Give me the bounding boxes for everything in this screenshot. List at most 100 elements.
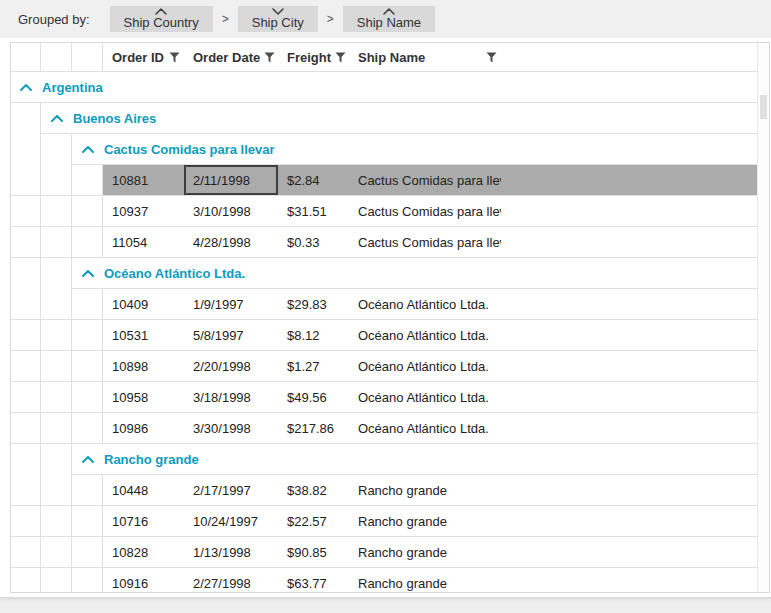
cell-ship_name[interactable]: Rancho grande xyxy=(349,537,501,567)
cell-order_date[interactable]: 5/8/1997 xyxy=(184,320,278,350)
cell-ship_name[interactable]: Rancho grande xyxy=(349,568,501,593)
cell-freight[interactable]: $217.86 xyxy=(278,413,349,443)
funnel-icon[interactable] xyxy=(264,52,275,63)
cell-freight[interactable]: $90.85 xyxy=(278,537,349,567)
indent-cell xyxy=(41,134,72,165)
table-row[interactable]: 110544/28/1998$0.33Cactus Comidas para l… xyxy=(11,227,757,258)
indent-cell xyxy=(72,413,103,443)
column-header-freight[interactable]: Freight xyxy=(278,43,349,71)
cell-order_id[interactable]: 11054 xyxy=(103,227,184,257)
collapse-chevron-icon[interactable] xyxy=(11,84,41,91)
cell-order_id[interactable]: 10916 xyxy=(103,568,184,593)
indent-cell xyxy=(11,382,41,412)
table-row[interactable]: 104091/9/1997$29.83Océano Atlántico Ltda… xyxy=(11,289,757,320)
table-row[interactable]: 108281/13/1998$90.85Rancho grande xyxy=(11,537,757,568)
cell-order_id[interactable]: 10898 xyxy=(103,351,184,381)
cell-ship_name[interactable]: Océano Atlántico Ltda. xyxy=(349,413,501,443)
cell-order_date[interactable]: 1/13/1998 xyxy=(184,537,278,567)
funnel-icon[interactable] xyxy=(335,52,346,63)
table-row[interactable]: 109373/10/1998$31.51Cactus Comidas para … xyxy=(11,196,757,227)
cell-order_date[interactable]: 2/17/1997 xyxy=(184,475,278,505)
indent-cell xyxy=(11,537,41,567)
row-filler xyxy=(501,289,757,319)
cell-ship_name[interactable]: Rancho grande xyxy=(349,475,501,505)
cell-freight[interactable]: $38.82 xyxy=(278,475,349,505)
cell-order_id[interactable]: 10448 xyxy=(103,475,184,505)
table-row[interactable]: 1071610/24/1997$22.57Rancho grande xyxy=(11,506,757,537)
funnel-icon[interactable] xyxy=(486,52,497,63)
group-header-label: Argentina xyxy=(41,80,103,95)
cell-order_date[interactable]: 4/28/1998 xyxy=(184,227,278,257)
scrollbar-thumb[interactable] xyxy=(760,95,767,119)
cell-order_date[interactable]: 2/11/1998 xyxy=(184,165,278,195)
table-row[interactable]: 105315/8/1997$8.12Océano Atlántico Ltda. xyxy=(11,320,757,351)
cell-order_date[interactable]: 3/18/1998 xyxy=(184,382,278,412)
column-header-order_id[interactable]: Order ID xyxy=(103,43,184,71)
cell-ship_name[interactable]: Rancho grande xyxy=(349,506,501,536)
cell-freight[interactable]: $8.12 xyxy=(278,320,349,350)
row-filler xyxy=(501,165,757,195)
indent-cell xyxy=(72,351,103,381)
group-chip-ship-country[interactable]: Ship Country xyxy=(110,6,213,32)
group-header-row[interactable]: Buenos Aires xyxy=(11,103,757,134)
cell-order_date[interactable]: 1/9/1997 xyxy=(184,289,278,319)
cell-order_id[interactable]: 10531 xyxy=(103,320,184,350)
cell-ship_name[interactable]: Océano Atlántico Ltda. xyxy=(349,289,501,319)
cell-ship_name[interactable]: Cactus Comidas para llevar xyxy=(349,227,501,257)
cell-order_date[interactable]: 10/24/1997 xyxy=(184,506,278,536)
table-row[interactable]: 109863/30/1998$217.86Océano Atlántico Lt… xyxy=(11,413,757,444)
cell-freight[interactable]: $2.84 xyxy=(278,165,349,195)
cell-order_id[interactable]: 10409 xyxy=(103,289,184,319)
cell-order_id[interactable]: 10958 xyxy=(103,382,184,412)
table-row[interactable]: 109583/18/1998$49.56Océano Atlántico Ltd… xyxy=(11,382,757,413)
cell-freight[interactable]: $22.57 xyxy=(278,506,349,536)
data-grid: Order IDOrder DateFreight Ship Name Argen… xyxy=(10,42,770,593)
funnel-icon[interactable] xyxy=(169,52,180,63)
cell-freight[interactable]: $49.56 xyxy=(278,382,349,412)
cell-ship_name[interactable]: Cactus Comidas para llevar xyxy=(349,196,501,226)
column-header-label: Ship Name xyxy=(358,50,425,65)
cell-ship_name[interactable]: Cactus Comidas para llevar xyxy=(349,165,501,195)
collapse-chevron-icon[interactable] xyxy=(72,146,103,153)
group-header-row[interactable]: Océano Atlántico Ltda. xyxy=(11,258,757,289)
table-row[interactable]: 108982/20/1998$1.27Océano Atlántico Ltda… xyxy=(11,351,757,382)
group-chip-ship-name[interactable]: Ship Name xyxy=(343,6,435,32)
row-filler xyxy=(501,382,757,412)
collapse-chevron-icon[interactable] xyxy=(72,270,103,277)
column-header-order_date[interactable]: Order Date xyxy=(184,43,278,71)
group-header-row[interactable]: Argentina xyxy=(11,72,757,103)
cell-freight[interactable]: $63.77 xyxy=(278,568,349,593)
cell-freight[interactable]: $31.51 xyxy=(278,196,349,226)
cell-ship_name[interactable]: Océano Atlántico Ltda. xyxy=(349,351,501,381)
cell-order_date[interactable]: 2/27/1998 xyxy=(184,568,278,593)
vertical-scrollbar[interactable] xyxy=(757,43,769,592)
table-row[interactable]: 109162/27/1998$63.77Rancho grande xyxy=(11,568,757,593)
cell-order_id[interactable]: 10716 xyxy=(103,506,184,536)
cell-order_id[interactable]: 10937 xyxy=(103,196,184,226)
cell-order_id[interactable]: 10986 xyxy=(103,413,184,443)
group-header-row[interactable]: Rancho grande xyxy=(11,444,757,475)
row-filler xyxy=(501,506,757,536)
group-header-label: Rancho grande xyxy=(103,452,199,467)
cell-ship_name[interactable]: Océano Atlántico Ltda. xyxy=(349,320,501,350)
cell-order_date[interactable]: 2/20/1998 xyxy=(184,351,278,381)
grid-body: ArgentinaBuenos AiresCactus Comidas para… xyxy=(11,72,757,593)
cell-freight[interactable]: $29.83 xyxy=(278,289,349,319)
column-header-ship_name[interactable]: Ship Name xyxy=(349,43,501,71)
group-header-row[interactable]: Cactus Comidas para llevar xyxy=(11,134,757,165)
collapse-chevron-icon[interactable] xyxy=(41,115,72,122)
cell-freight[interactable]: $1.27 xyxy=(278,351,349,381)
row-filler xyxy=(501,568,757,593)
group-chip-ship-city[interactable]: Ship City xyxy=(238,6,318,32)
cell-order_date[interactable]: 3/30/1998 xyxy=(184,413,278,443)
indent-cell xyxy=(41,196,72,226)
collapse-chevron-icon[interactable] xyxy=(72,456,103,463)
cell-freight[interactable]: $0.33 xyxy=(278,227,349,257)
cell-order_date[interactable]: 3/10/1998 xyxy=(184,196,278,226)
cell-ship_name[interactable]: Océano Atlántico Ltda. xyxy=(349,382,501,412)
indent-cell xyxy=(72,196,103,226)
table-row[interactable]: 108812/11/1998$2.84Cactus Comidas para l… xyxy=(11,165,757,196)
cell-order_id[interactable]: 10828 xyxy=(103,537,184,567)
table-row[interactable]: 104482/17/1997$38.82Rancho grande xyxy=(11,475,757,506)
cell-order_id[interactable]: 10881 xyxy=(103,165,184,195)
